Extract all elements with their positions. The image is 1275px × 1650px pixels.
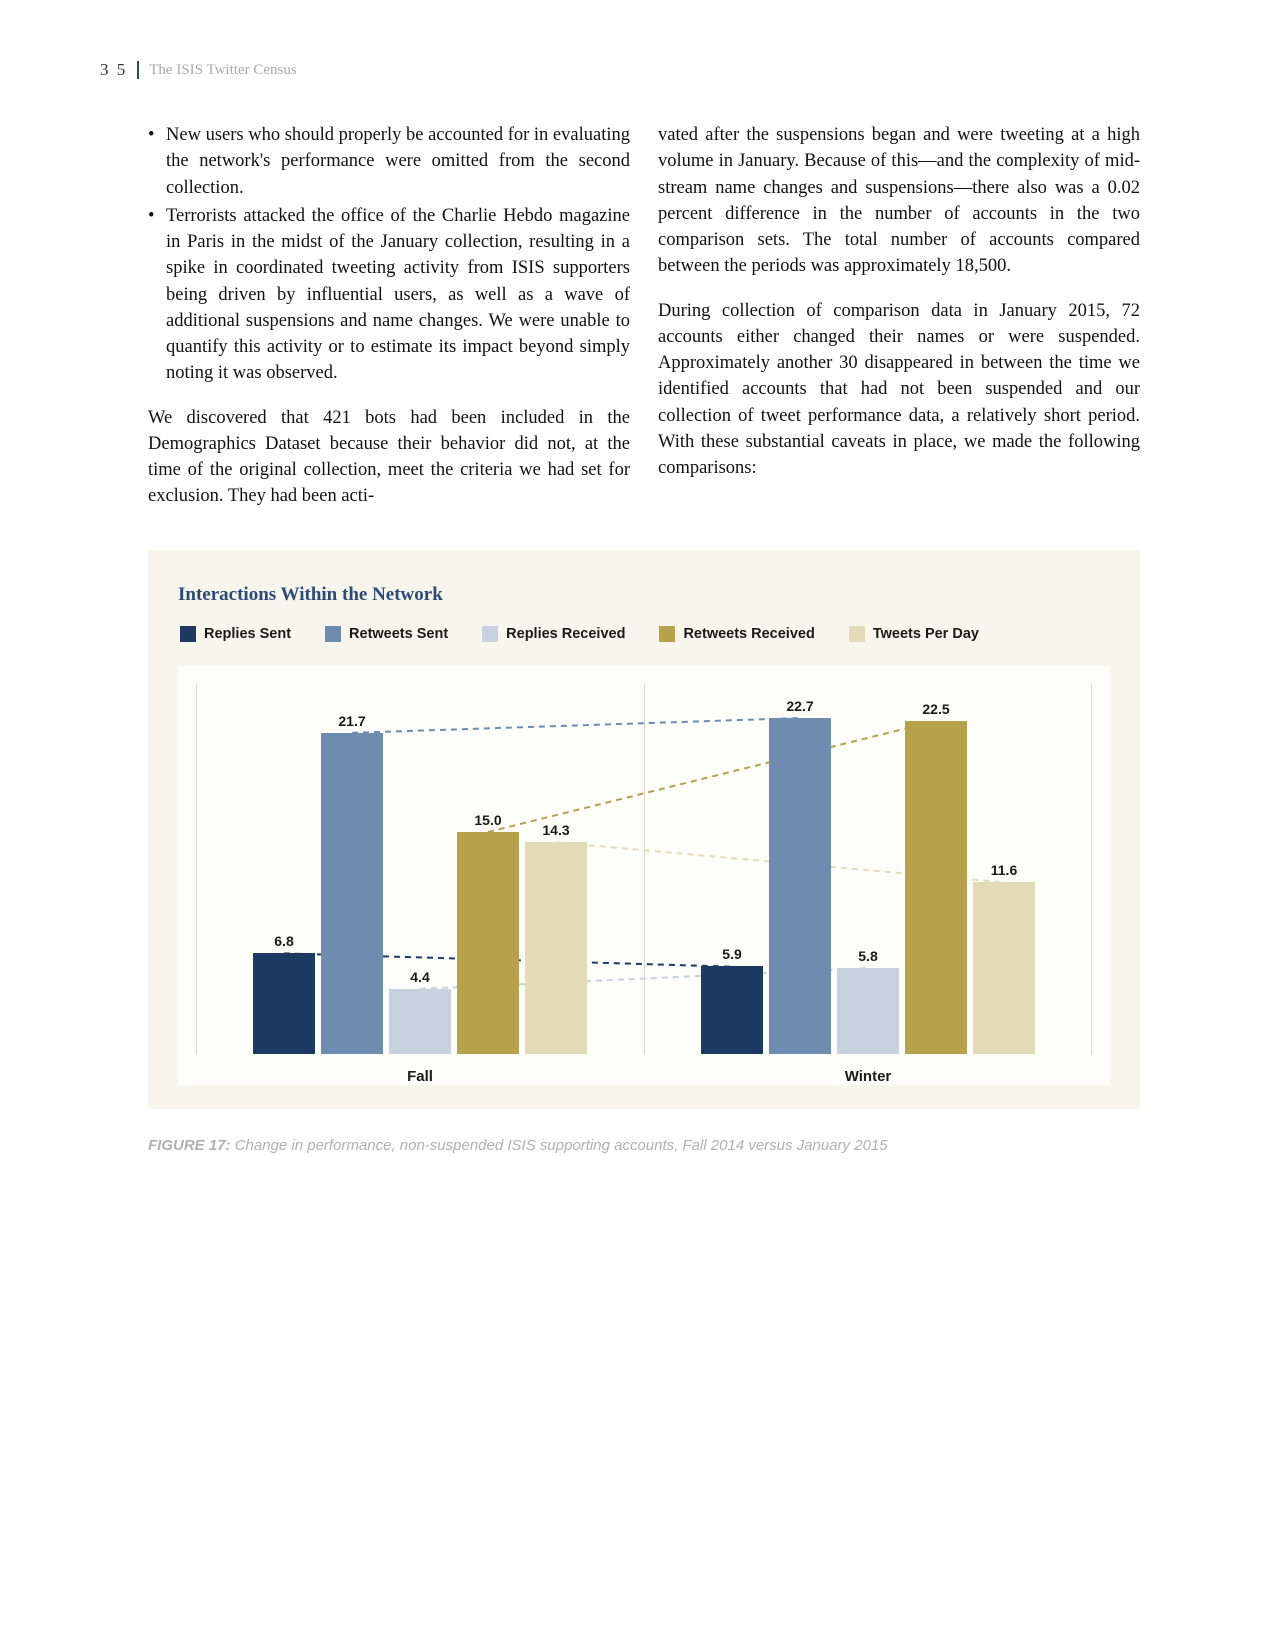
page-header: 3 5 The ISIS Twitter Census (100, 60, 1140, 80)
header-divider (137, 61, 139, 79)
legend-label: Retweets Sent (349, 626, 448, 642)
bar-rect (905, 721, 967, 1054)
chart-legend: Replies Sent Retweets Sent Replies Recei… (178, 626, 1110, 642)
bar-rect (837, 968, 899, 1054)
legend-label: Tweets Per Day (873, 626, 979, 642)
right-column: vated after the suspensions began and we… (658, 122, 1140, 510)
legend-swatch (180, 626, 196, 642)
legend-item: Tweets Per Day (849, 626, 979, 642)
page-number: 3 5 (100, 60, 127, 80)
bar-rect (389, 989, 451, 1054)
figure-caption: FIGURE 17: Change in performance, non-su… (148, 1137, 1140, 1154)
chart-bar: 6.8 (253, 933, 315, 1054)
bar-value-label: 6.8 (274, 933, 293, 949)
body-columns: New users who should properly be account… (148, 122, 1140, 510)
bullet-item: Terrorists attacked the office of the Ch… (148, 203, 630, 387)
chart-bar: 15.0 (457, 812, 519, 1054)
chart-bar: 5.9 (701, 946, 763, 1053)
legend-label: Replies Received (506, 626, 625, 642)
legend-item: Replies Received (482, 626, 625, 642)
legend-swatch (849, 626, 865, 642)
body-paragraph: We discovered that 421 bots had been inc… (148, 405, 630, 510)
bar-value-label: 15.0 (474, 812, 501, 828)
chart-bar: 22.7 (769, 698, 831, 1054)
legend-item: Retweets Received (659, 626, 814, 642)
chart-bar: 21.7 (321, 713, 383, 1054)
figure-caption-text: Change in performance, non-suspended ISI… (235, 1137, 888, 1154)
legend-swatch (482, 626, 498, 642)
bullet-item: New users who should properly be account… (148, 122, 630, 201)
chart-bar: 4.4 (389, 969, 451, 1054)
chart-group-winter: 5.9 22.7 5.8 22.5 11.6 (688, 698, 1048, 1054)
chart-bar: 22.5 (905, 701, 967, 1054)
chart-plot: 6.8 21.7 4.4 15.0 14.3 5.9 22.7 5.8 22.5 11.6 (196, 684, 1092, 1054)
bar-rect (525, 842, 587, 1054)
bar-value-label: 14.3 (542, 822, 569, 838)
chart-group-fall: 6.8 21.7 4.4 15.0 14.3 (240, 713, 600, 1054)
legend-swatch (659, 626, 675, 642)
header-title: The ISIS Twitter Census (149, 62, 296, 79)
bar-value-label: 4.4 (410, 969, 429, 985)
bar-rect (321, 733, 383, 1054)
chart-bar: 5.8 (837, 948, 899, 1054)
bar-value-label: 11.6 (991, 862, 1017, 878)
chart-bar: 11.6 (973, 862, 1035, 1054)
bar-rect (701, 966, 763, 1053)
bar-value-label: 22.7 (786, 698, 813, 714)
legend-label: Retweets Received (683, 626, 814, 642)
chart-bar: 14.3 (525, 822, 587, 1054)
x-axis-label: Winter (644, 1068, 1092, 1085)
chart-gridline (1091, 684, 1092, 1054)
bar-value-label: 5.9 (722, 946, 741, 962)
chart-title: Interactions Within the Network (178, 584, 1110, 606)
chart-plot-area: 6.8 21.7 4.4 15.0 14.3 5.9 22.7 5.8 22.5 11.6 Fa… (178, 666, 1110, 1085)
bar-rect (769, 718, 831, 1054)
legend-item: Retweets Sent (325, 626, 448, 642)
legend-item: Replies Sent (180, 626, 291, 642)
chart-gridline (196, 684, 197, 1054)
bar-value-label: 22.5 (922, 701, 949, 717)
figure-label: FIGURE 17: (148, 1137, 231, 1154)
body-paragraph: During collection of comparison data in … (658, 298, 1140, 482)
left-column: New users who should properly be account… (148, 122, 630, 510)
bar-rect (253, 953, 315, 1054)
legend-label: Replies Sent (204, 626, 291, 642)
page: 3 5 The ISIS Twitter Census New users wh… (0, 0, 1275, 1650)
bar-value-label: 21.7 (338, 713, 365, 729)
bullet-list: New users who should properly be account… (148, 122, 630, 387)
chart-gridline (644, 684, 645, 1054)
chart-panel: Interactions Within the Network Replies … (148, 550, 1140, 1109)
bar-value-label: 5.8 (858, 948, 877, 964)
bar-rect (973, 882, 1035, 1054)
chart-x-axis: Fall Winter (196, 1068, 1092, 1085)
legend-swatch (325, 626, 341, 642)
x-axis-label: Fall (196, 1068, 644, 1085)
bar-rect (457, 832, 519, 1054)
body-paragraph: vated after the suspensions began and we… (658, 122, 1140, 280)
